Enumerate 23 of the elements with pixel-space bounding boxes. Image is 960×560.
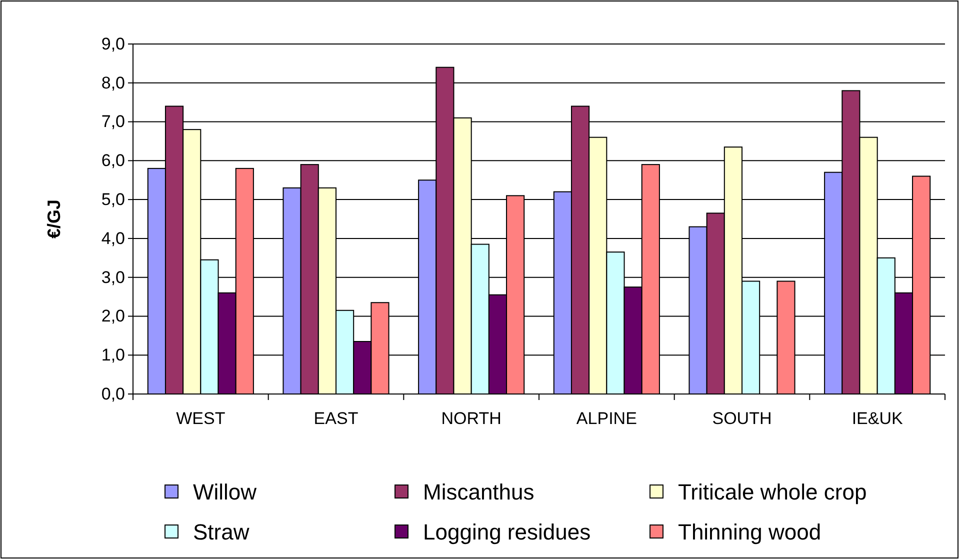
- legend-label: Thinning wood: [678, 520, 822, 545]
- x-tick-label: ALPINE: [576, 409, 637, 428]
- y-tick-label: 0,0: [101, 384, 125, 404]
- y-tick-label: 9,0: [101, 34, 125, 54]
- y-tick-label: 5,0: [101, 190, 125, 209]
- y-tick-label: 2,0: [101, 306, 125, 326]
- y-tick-label: 7,0: [101, 112, 125, 132]
- x-tick-label: NORTH: [441, 409, 502, 428]
- y-tick-label: 4,0: [101, 228, 125, 248]
- legend-label: Logging residues: [423, 520, 591, 545]
- x-tick-label: IE&UK: [852, 409, 904, 428]
- legend-label: Miscanthus: [423, 480, 534, 505]
- y-tick-label: 6,0: [101, 151, 125, 170]
- x-tick-label: WEST: [176, 409, 226, 428]
- x-tick-label: SOUTH: [712, 409, 772, 428]
- y-tick-label: 1,0: [101, 346, 125, 365]
- legend-label: Triticale whole crop: [678, 480, 867, 505]
- legend-label: Willow: [193, 480, 257, 505]
- y-axis-title: €/GJ: [44, 199, 64, 239]
- x-tick-label: EAST: [314, 409, 358, 428]
- y-tick-label: 8,0: [101, 73, 125, 92]
- legend-label: Straw: [193, 520, 250, 545]
- y-tick-label: 3,0: [101, 268, 125, 287]
